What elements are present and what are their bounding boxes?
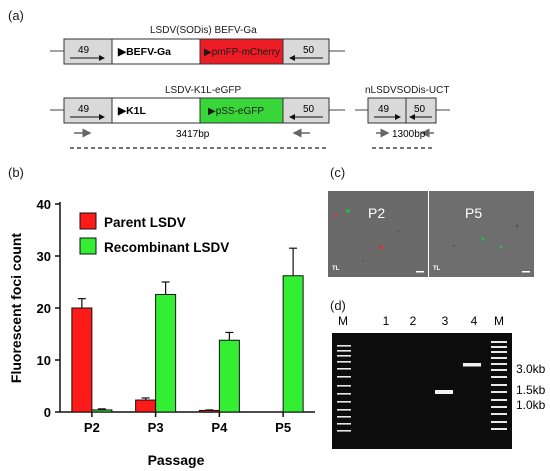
x-tick-label: P4 [211, 420, 228, 435]
befv-ga-box [111, 38, 201, 65]
construct-lsdv-k1l-egfp: 49 ▶K1L ▶pSS-eGFP 50 3417bp [50, 97, 345, 149]
construct-title: nLSDVSODis-UCT [365, 85, 450, 96]
lane-label: 3 [442, 314, 449, 328]
bar [198, 409, 220, 413]
ladder-right [491, 341, 507, 430]
tl-label: TL [332, 266, 340, 272]
y-tick-label: 40 [37, 197, 51, 212]
gel-band-lane4 [463, 363, 481, 367]
legend-swatch [79, 212, 97, 230]
segment-label: ▶K1L [117, 105, 146, 117]
x-tick-label: P3 [148, 420, 164, 435]
construct-title: LSDV-K1L-eGFP [165, 85, 242, 96]
bar [282, 275, 304, 413]
x-axis-label: Passage [148, 452, 205, 468]
legend-label: Parent LSDV [104, 215, 186, 230]
passage-label: P5 [465, 205, 483, 221]
micrograph-p2: P2 TL [328, 191, 428, 277]
y-tick-label: 20 [37, 301, 51, 316]
legend-label: Recombinant LSDV [104, 240, 229, 255]
construct-lsdv-sodis-befv: 49 ▶BEFV-Ga ▶pmFP-mCherry 50 [50, 38, 345, 65]
construct-diagram: 49 ▶BEFV-Ga ▶pmFP-mCherry 50 49 ▶K1L ▶pS… [50, 38, 450, 149]
micrograph-p5: P5 TL [429, 191, 534, 277]
segment-label: ▶pmFP-mCherry [204, 47, 280, 58]
segment-label: 49 [78, 45, 90, 56]
segment-label: ▶pSS-eGFP [208, 106, 264, 117]
bar [218, 339, 240, 413]
foci-bar-chart: 0 10 20 30 40 P2 P3 P4 P5 Parent LSDV Recombinant … [8, 197, 315, 468]
flank-50-box [282, 38, 330, 65]
construct-nlsdv-sodis-uct: 49 50 1300bp [355, 97, 450, 149]
y-axis-label: Fluorescent foci count [8, 233, 24, 383]
ladder-left [337, 345, 351, 432]
gel-figure: M 1 2 3 4 M 3.0kb 1.5k [332, 314, 546, 449]
lane-label: 2 [410, 314, 417, 328]
panel-label-d: (d) [330, 298, 346, 313]
x-tick-label: P5 [275, 420, 291, 435]
x-tick-label: P2 [84, 420, 100, 435]
amplicon-size: 3417bp [176, 129, 210, 140]
bar [155, 293, 177, 413]
segment-label: ▶BEFV-Ga [117, 46, 171, 58]
gel-image [332, 333, 512, 449]
y-tick-label: 30 [37, 249, 51, 264]
segment-label: 49 [378, 104, 390, 115]
lane-label: 4 [471, 314, 478, 328]
y-tick-label: 10 [37, 353, 51, 368]
legend-swatch [79, 237, 97, 255]
bar [91, 409, 113, 413]
amplicon-size: 1300bp [392, 129, 426, 140]
size-label: 1.5kb [516, 383, 546, 397]
size-label: 3.0kb [516, 362, 546, 376]
segment-label: 49 [78, 104, 90, 115]
lane-label: 1 [383, 314, 390, 328]
lane-label: M [494, 314, 504, 328]
tl-label: TL [433, 266, 441, 272]
panel-label-a: (a) [8, 8, 24, 23]
micrograph-texture [429, 191, 534, 277]
size-label: 1.0kb [516, 398, 546, 412]
y-tick-label: 0 [44, 405, 51, 420]
passage-label: P2 [368, 205, 386, 221]
segment-label: 50 [414, 104, 426, 115]
segment-label: 50 [303, 104, 315, 115]
segment-label: 50 [303, 45, 315, 56]
bar [71, 307, 93, 413]
micrograph-texture [328, 191, 428, 277]
construct-title: LSDV(SODis) BEFV-Ga [150, 25, 257, 36]
panel-label-b: (b) [8, 165, 24, 180]
lane-label: M [338, 314, 348, 328]
panel-label-c: (c) [330, 165, 346, 180]
bar [135, 399, 157, 413]
gel-band-lane3 [435, 390, 453, 394]
